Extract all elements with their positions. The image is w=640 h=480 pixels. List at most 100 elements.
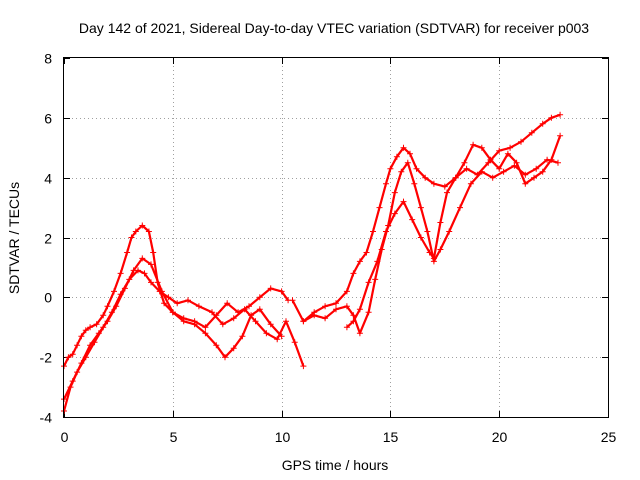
data-point-marker (267, 321, 274, 328)
data-point-marker (322, 303, 329, 310)
x-tick-label: 5 (170, 429, 178, 445)
data-point-marker (241, 306, 248, 313)
data-point-marker (400, 144, 407, 151)
data-point-marker (437, 246, 444, 253)
data-point-marker (430, 255, 437, 262)
series-line (302, 158, 559, 335)
data-point-marker (531, 174, 537, 181)
y-tick-label: 2 (44, 231, 52, 247)
data-point-marker (496, 165, 503, 172)
data-point-marker (478, 168, 485, 175)
axis-ticks (64, 58, 609, 418)
data-point-marker (278, 333, 285, 340)
series-line (63, 257, 283, 400)
data-point-marker (174, 300, 181, 307)
data-point-marker (522, 180, 529, 187)
data-point-marker (470, 141, 477, 148)
data-point-marker (256, 306, 263, 313)
data-point-marker (202, 324, 209, 331)
data-point-marker (256, 294, 263, 301)
x-tick-label: 10 (275, 429, 291, 445)
data-point-marker (333, 300, 339, 307)
data-point-marker (148, 279, 154, 286)
data-point-marker (363, 249, 370, 256)
data-point-marker (139, 222, 146, 229)
data-point-marker (411, 180, 418, 187)
data-point-marker (496, 147, 503, 154)
y-tick-label: 0 (44, 290, 52, 306)
data-point-marker (128, 234, 135, 241)
chart-title: Day 142 of 2021, Sidereal Day-to-day VTE… (79, 20, 589, 36)
data-point-marker (391, 189, 398, 196)
data-point-marker (350, 270, 357, 277)
y-tick-label: 4 (44, 171, 52, 187)
data-point-marker (452, 174, 459, 181)
data-point-marker (548, 156, 555, 163)
data-point-marker (191, 321, 198, 328)
data-point-marker (376, 204, 383, 211)
data-point-marker (141, 270, 148, 277)
data-point-marker (417, 204, 424, 211)
series-satellite-track-4 (289, 111, 564, 325)
series-satellite-track-5 (300, 156, 561, 337)
data-point-marker (202, 330, 209, 337)
data-series (61, 111, 564, 414)
data-point-marker (400, 198, 407, 205)
data-point-marker (148, 261, 154, 268)
data-point-marker (383, 228, 389, 235)
data-point-marker (391, 210, 398, 217)
data-point-marker (407, 150, 413, 157)
data-point-marker (224, 300, 231, 307)
data-point-marker (374, 258, 381, 265)
data-point-marker (387, 165, 394, 172)
data-point-marker (124, 249, 131, 256)
data-point-marker (555, 159, 561, 166)
x-axis-label: GPS time / hours (282, 457, 389, 473)
data-point-marker (283, 318, 289, 325)
data-point-marker (219, 321, 226, 328)
data-point-marker (457, 204, 463, 211)
series-line (291, 113, 561, 323)
data-point-marker (518, 138, 524, 145)
data-point-marker (274, 336, 281, 343)
data-point-marker (100, 312, 107, 319)
data-point-marker (222, 354, 228, 361)
data-point-marker (195, 303, 202, 310)
plot-frame (63, 57, 609, 418)
data-point-marker (93, 321, 100, 328)
data-point-marker (213, 342, 220, 349)
data-point-marker (180, 318, 187, 325)
data-point-marker (150, 249, 157, 256)
data-point-marker (158, 288, 165, 295)
y-tick-label: 8 (44, 51, 52, 67)
data-point-marker (300, 318, 307, 325)
data-point-marker (487, 156, 494, 163)
data-point-marker (311, 312, 318, 319)
data-point-marker (117, 270, 124, 277)
data-point-marker (356, 330, 363, 337)
data-point-marker (69, 351, 76, 358)
data-point-marker (69, 378, 76, 385)
data-point-marker (111, 288, 117, 295)
data-point-marker (350, 318, 357, 325)
data-point-marker (343, 324, 350, 331)
series-line (346, 135, 562, 329)
data-point-marker (409, 216, 416, 223)
data-point-marker (130, 267, 137, 274)
data-point-marker (437, 219, 444, 226)
data-point-marker (230, 315, 237, 322)
data-point-marker (424, 228, 431, 235)
data-point-marker (478, 144, 485, 151)
data-point-marker (239, 333, 246, 340)
y-tick-label: -4 (40, 410, 53, 426)
data-point-marker (507, 144, 514, 151)
data-point-marker (446, 228, 453, 235)
data-point-marker (500, 168, 507, 175)
data-point-marker (291, 339, 298, 346)
data-point-marker (393, 153, 400, 160)
data-point-marker (557, 111, 564, 118)
data-point-marker (365, 279, 372, 286)
y-tick-label: -2 (40, 350, 53, 366)
data-point-marker (539, 120, 546, 127)
data-point-marker (557, 132, 564, 139)
